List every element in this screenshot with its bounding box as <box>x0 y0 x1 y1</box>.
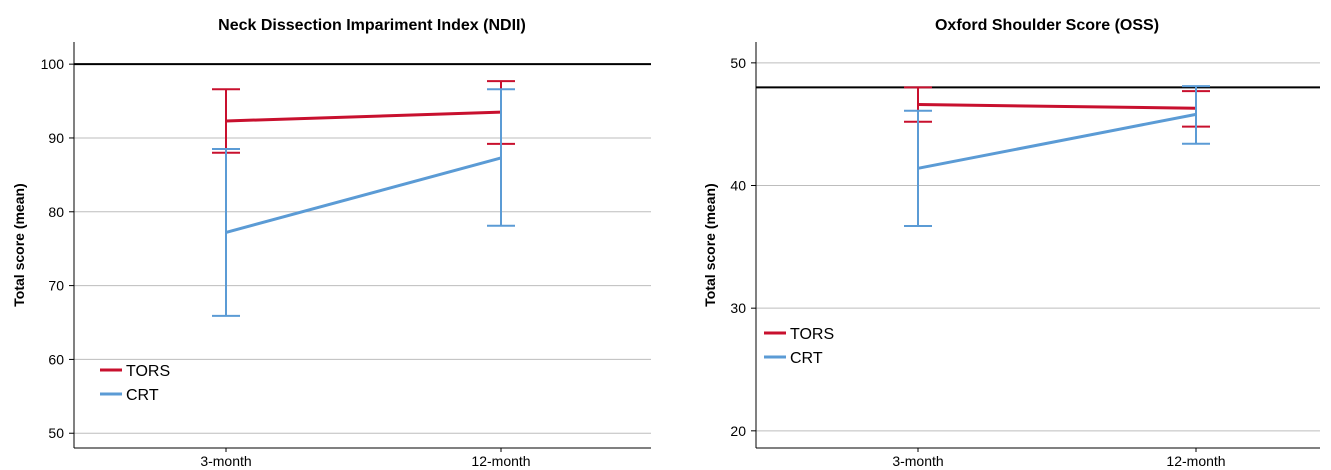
chart-panel-1: Neck Dissection Impariment Index (NDII) T… <box>11 17 651 469</box>
y-tick-label: 80 <box>48 204 64 220</box>
y-tick-label: 20 <box>730 423 746 439</box>
y-tick-label: 40 <box>730 178 746 194</box>
legend-label: CRT <box>126 387 159 404</box>
x-tick-label: 3-month <box>200 453 251 469</box>
y-tick-label: 50 <box>730 55 746 71</box>
series-tors <box>212 80 515 154</box>
series-crt <box>212 88 515 317</box>
y-tick-label: 100 <box>41 56 65 72</box>
y-tick-label: 70 <box>48 278 64 294</box>
y-tick-label: 90 <box>48 130 64 146</box>
x-tick-label: 3-month <box>892 453 943 469</box>
x-tick-label: 12-month <box>1166 453 1225 469</box>
legend: TORS CRT <box>764 326 834 367</box>
legend-label: TORS <box>126 363 170 380</box>
chart-panel-2: Oxford Shoulder Score (OSS) Total score (… <box>702 17 1320 469</box>
series-line <box>225 110 502 123</box>
chart-title: Neck Dissection Impariment Index (NDII) <box>218 17 526 34</box>
series-crt <box>904 85 1210 227</box>
series-line <box>917 103 1197 110</box>
x-tick-label: 12-month <box>471 453 530 469</box>
y-axis-label: Total score (mean) <box>11 183 27 306</box>
legend-label: CRT <box>790 350 823 367</box>
y-tick-label: 30 <box>730 300 746 316</box>
legend: TORS CRT <box>100 363 170 404</box>
y-tick-label: 60 <box>48 351 64 367</box>
legend-label: TORS <box>790 326 834 343</box>
series-line <box>917 112 1197 170</box>
y-axis-label: Total score (mean) <box>702 183 718 306</box>
series-line <box>225 156 502 234</box>
chart-title: Oxford Shoulder Score (OSS) <box>935 17 1159 34</box>
y-tick-label: 50 <box>48 425 64 441</box>
